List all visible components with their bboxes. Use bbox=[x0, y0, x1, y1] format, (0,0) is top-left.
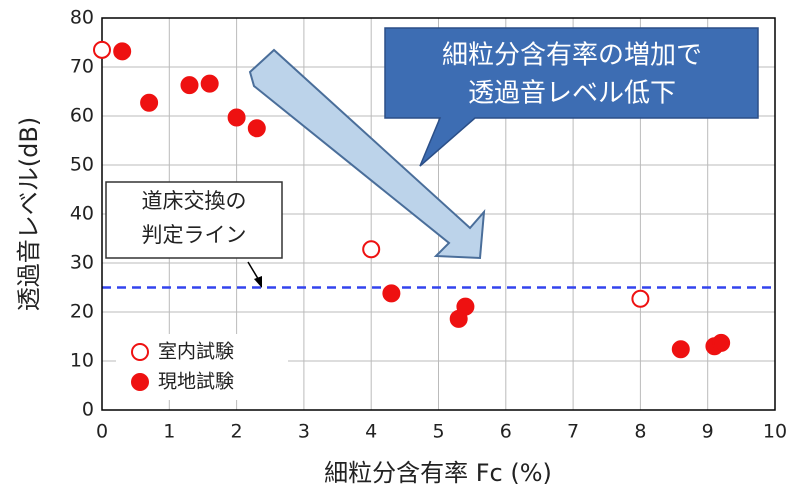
x-tick-label: 4 bbox=[365, 421, 377, 443]
callout-text: 細粒分含有率の増加で bbox=[442, 41, 702, 71]
point bbox=[362, 240, 381, 259]
y-tick-label: 0 bbox=[82, 399, 94, 421]
y-tick-label: 40 bbox=[70, 203, 94, 225]
point bbox=[712, 333, 731, 352]
y-tick-label: 50 bbox=[70, 154, 94, 176]
x-tick-label: 10 bbox=[763, 421, 787, 443]
point bbox=[180, 76, 199, 95]
legend-marker bbox=[131, 373, 149, 391]
x-tick-label: 0 bbox=[96, 421, 108, 443]
note-arrowhead bbox=[254, 276, 262, 288]
y-tick-label: 60 bbox=[70, 105, 94, 127]
points bbox=[93, 40, 731, 359]
trend-arrow bbox=[248, 48, 486, 260]
plot-frame bbox=[101, 17, 776, 411]
x-tick-label: 5 bbox=[432, 421, 444, 443]
y-tick-label: 10 bbox=[70, 350, 94, 372]
point bbox=[140, 93, 159, 112]
point bbox=[93, 40, 111, 59]
x-tick-label: 3 bbox=[298, 421, 310, 443]
point bbox=[456, 297, 475, 316]
x-tick-label: 8 bbox=[634, 421, 646, 443]
point bbox=[631, 289, 650, 308]
point bbox=[113, 42, 132, 61]
x-tick-label: 9 bbox=[702, 421, 714, 443]
x-tick-label: 2 bbox=[231, 421, 243, 443]
x-tick-label: 7 bbox=[567, 421, 579, 443]
point bbox=[382, 284, 401, 303]
threshold-note: 判定ライン bbox=[142, 223, 247, 247]
x-tick-label: 6 bbox=[500, 421, 512, 443]
point bbox=[247, 119, 266, 138]
point bbox=[227, 108, 246, 127]
y-tick-label: 70 bbox=[70, 56, 94, 78]
legend-label: 室内試験 bbox=[158, 341, 234, 363]
y-tick-label: 30 bbox=[70, 252, 94, 274]
legend-label: 現地試験 bbox=[158, 371, 234, 393]
legend-marker bbox=[131, 343, 149, 361]
threshold-note: 道床交換の bbox=[142, 189, 247, 213]
x-tick-label: 1 bbox=[163, 421, 175, 443]
point bbox=[200, 74, 219, 93]
point bbox=[671, 340, 690, 359]
y-axis-label: 透過音レベル(dB) bbox=[15, 117, 43, 311]
y-tick-label: 20 bbox=[70, 301, 94, 323]
callout-text: 透過音レベル低下 bbox=[468, 79, 676, 109]
x-axis-label: 細粒分含有率 Fc (%) bbox=[324, 459, 552, 487]
threshold-note-box bbox=[105, 181, 283, 259]
y-tick-label: 80 bbox=[70, 7, 94, 29]
callout-box bbox=[384, 27, 759, 167]
